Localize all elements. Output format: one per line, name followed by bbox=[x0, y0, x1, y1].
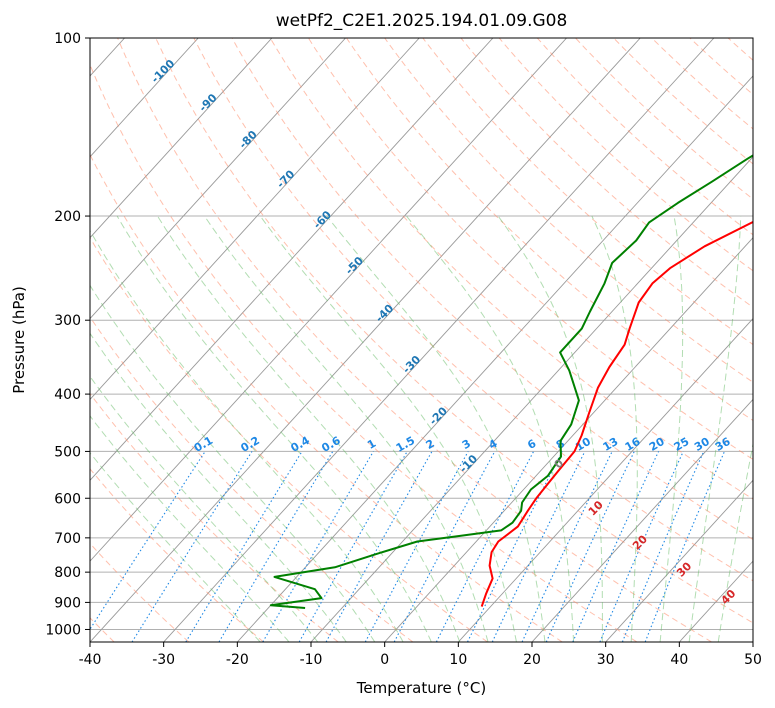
moist-adiabat-line bbox=[90, 229, 404, 642]
mixing-ratio-line bbox=[218, 451, 334, 642]
x-tick-label: 40 bbox=[670, 652, 688, 668]
x-tick-label: -30 bbox=[152, 652, 175, 668]
y-tick-label: 200 bbox=[54, 209, 81, 225]
isotherm-line bbox=[384, 237, 753, 642]
x-tick-label: 0 bbox=[380, 652, 389, 668]
pressure-grid bbox=[90, 38, 753, 630]
dry-adiabat-line bbox=[90, 316, 414, 642]
moist-adiabat-line bbox=[90, 332, 347, 642]
y-tick-label: 700 bbox=[54, 531, 81, 547]
mixing-ratio-line bbox=[572, 451, 660, 642]
moist-adiabat-line bbox=[116, 215, 432, 642]
isotherm-line bbox=[237, 75, 753, 642]
dry-adiabat-line bbox=[422, 38, 753, 346]
mixing-ratio-line bbox=[521, 451, 613, 642]
moist-adiabat-line bbox=[204, 215, 489, 642]
moist-adiabat-line bbox=[157, 215, 461, 642]
mixing-ratio-line bbox=[90, 451, 206, 631]
plot-frame bbox=[89, 37, 754, 643]
y-axis-ticks: 100 200 300 400 500 600 700 800 900 1000 bbox=[45, 31, 90, 638]
moist-adiabat-line bbox=[90, 375, 319, 642]
dry-adiabat-line bbox=[231, 38, 753, 541]
moist-adiabats bbox=[90, 215, 753, 642]
isotherm-line bbox=[90, 38, 199, 158]
moist-adiabat-line bbox=[90, 284, 376, 642]
x-tick-label: -40 bbox=[79, 652, 102, 668]
moist-adiabat-line bbox=[497, 215, 603, 642]
isotherm-line bbox=[90, 38, 567, 562]
mixing-ratio-line bbox=[185, 451, 303, 642]
x-tick-label: 30 bbox=[597, 652, 615, 668]
temperature-line bbox=[480, 220, 753, 607]
x-tick-label: 20 bbox=[523, 652, 541, 668]
mixing-ratio-line bbox=[364, 451, 469, 642]
mixing-ratio-line bbox=[545, 451, 635, 642]
dewpoint-line bbox=[269, 154, 753, 609]
isotherm-line bbox=[458, 317, 753, 642]
mixing-ratio-line bbox=[467, 451, 563, 642]
isotherms bbox=[90, 38, 753, 642]
mixing-ratio-line bbox=[262, 451, 374, 642]
isotherm-line bbox=[90, 38, 494, 481]
dry-adiabat-line bbox=[346, 38, 753, 422]
y-tick-label: 500 bbox=[54, 444, 81, 460]
y-tick-label: 100 bbox=[54, 31, 81, 47]
mixing-ratio-line bbox=[491, 451, 586, 642]
moist-adiabat-line bbox=[406, 215, 575, 642]
dry-adiabat-line bbox=[384, 38, 753, 383]
moist-adiabat-line bbox=[259, 215, 517, 642]
moist-adiabat-line bbox=[717, 441, 753, 642]
mixing-ratio-line bbox=[298, 451, 408, 642]
y-tick-label: 1000 bbox=[45, 622, 81, 638]
y-tick-label: 600 bbox=[54, 491, 81, 507]
y-tick-label: 900 bbox=[54, 595, 81, 611]
sounding-series bbox=[269, 154, 753, 609]
x-tick-label: 10 bbox=[449, 652, 467, 668]
moist-adiabat-line bbox=[688, 215, 742, 642]
x-tick-label: -20 bbox=[226, 652, 249, 668]
mixing-ratio-line bbox=[131, 451, 253, 642]
x-tick-label: -10 bbox=[300, 652, 323, 668]
dry-adiabat-line bbox=[155, 38, 753, 624]
isotherm-line bbox=[531, 398, 753, 642]
moist-adiabat-line bbox=[90, 415, 290, 642]
mixing-ratio-line bbox=[325, 451, 433, 642]
y-axis-label: Pressure (hPa) bbox=[10, 286, 28, 394]
isotherm-line bbox=[90, 38, 346, 320]
y-tick-label: 300 bbox=[54, 313, 81, 329]
dry-adiabat-line bbox=[575, 38, 753, 200]
y-tick-label: 800 bbox=[54, 565, 81, 581]
y-tick-label: 400 bbox=[54, 387, 81, 403]
isotherm-line bbox=[90, 38, 420, 401]
dry-adiabat-line bbox=[117, 38, 712, 642]
moist-adiabat-line bbox=[591, 215, 638, 642]
isotherm-line bbox=[90, 38, 273, 239]
moist-adiabat-line bbox=[326, 215, 546, 642]
moist-adiabat-line bbox=[659, 215, 684, 642]
dry-adiabat-line bbox=[307, 38, 753, 461]
dry-adiabat-line bbox=[90, 392, 339, 642]
plot-area: 0.1 0.2 0.4 0.6 1 1.5 2 3 4 6 8 10 13 16 20 25 30 36 -100… bbox=[90, 38, 753, 642]
isotherm-line bbox=[90, 38, 641, 642]
x-axis-ticks: -40 -30 -20 -10 0 10 20 30 40 50 bbox=[79, 642, 762, 668]
moist-adiabat-line bbox=[90, 452, 261, 642]
dry-adiabats bbox=[90, 38, 753, 642]
isotherm-line bbox=[605, 479, 753, 642]
isotherm-line bbox=[163, 38, 715, 642]
chart-title: wetPf2_C2E1.2025.194.01.09.G08 bbox=[276, 11, 568, 31]
x-axis-label: Temperature (°C) bbox=[356, 679, 486, 697]
mixing-ratio-line bbox=[621, 451, 705, 642]
x-tick-label: 50 bbox=[744, 652, 762, 668]
dry-adiabat-line bbox=[193, 38, 753, 582]
dry-adiabat-line bbox=[536, 38, 753, 236]
mixing-ratio-line bbox=[599, 451, 684, 642]
